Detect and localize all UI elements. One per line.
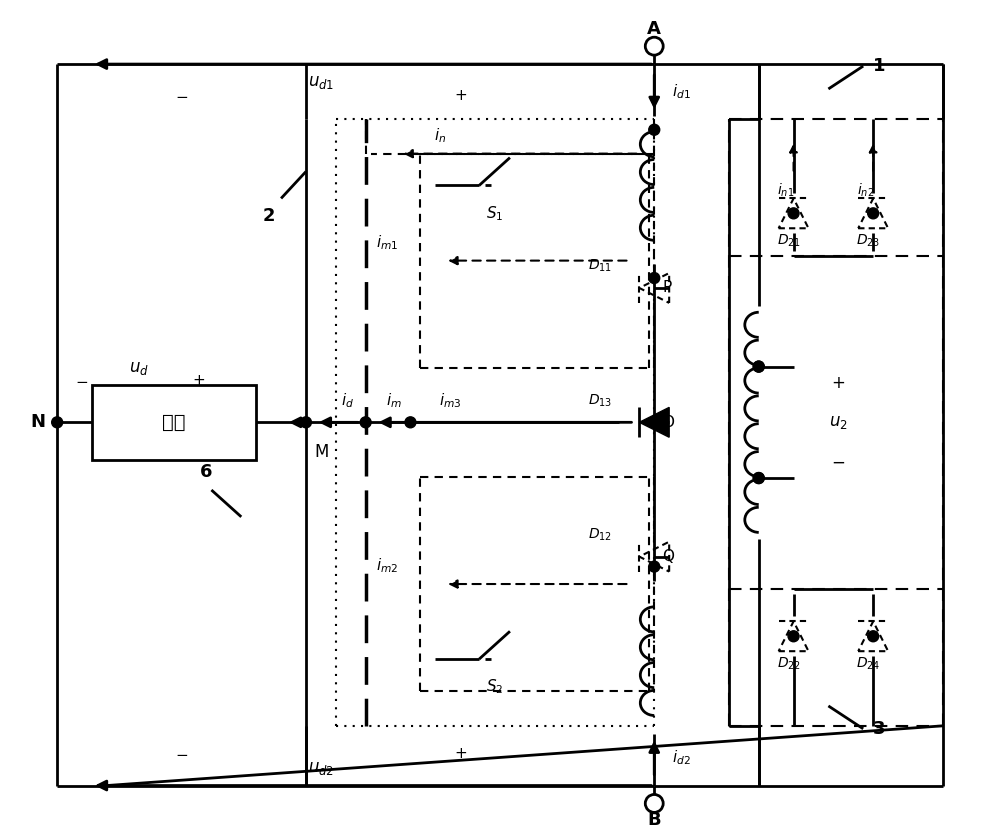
Text: M: M [314, 443, 328, 461]
Text: $-$: $-$ [75, 373, 89, 388]
Text: $u_{d1}$: $u_{d1}$ [308, 73, 334, 91]
Circle shape [52, 416, 63, 428]
Text: $i_{n2}$: $i_{n2}$ [857, 182, 874, 199]
Text: $D_{21}$: $D_{21}$ [777, 233, 801, 249]
Text: $S_1$: $S_1$ [486, 204, 504, 222]
Text: 6: 6 [200, 463, 213, 481]
Text: $+$: $+$ [192, 373, 205, 388]
Circle shape [753, 362, 764, 372]
Text: Q: Q [662, 549, 674, 564]
Text: $i_{d1}$: $i_{d1}$ [672, 82, 691, 102]
Text: $+$: $+$ [454, 88, 467, 103]
Circle shape [868, 208, 879, 219]
Text: $S_2$: $S_2$ [486, 678, 504, 696]
Polygon shape [639, 407, 669, 437]
Circle shape [300, 416, 311, 428]
Circle shape [788, 631, 799, 641]
Bar [92, 385, 256, 460]
Circle shape [753, 472, 764, 483]
Circle shape [649, 124, 660, 135]
Text: $i_{n1}$: $i_{n1}$ [777, 182, 794, 199]
Text: $D_{13}$: $D_{13}$ [588, 392, 612, 409]
Text: $i_m$: $i_m$ [386, 391, 401, 410]
Text: A: A [647, 20, 661, 38]
Text: $-$: $-$ [831, 453, 845, 471]
Text: $+$: $+$ [831, 373, 845, 392]
Circle shape [649, 272, 660, 283]
Text: $i_{m2}$: $i_{m2}$ [376, 556, 398, 576]
Text: $D_{11}$: $D_{11}$ [588, 258, 612, 274]
Text: $i_d$: $i_d$ [341, 391, 354, 410]
Text: $i_{m3}$: $i_{m3}$ [439, 391, 462, 410]
Circle shape [649, 561, 660, 572]
Circle shape [753, 362, 764, 372]
Text: $D_{24}$: $D_{24}$ [856, 656, 880, 672]
Text: $u_{d2}$: $u_{d2}$ [308, 759, 334, 776]
Text: 2: 2 [263, 207, 275, 226]
Text: $-$: $-$ [175, 88, 188, 103]
Circle shape [788, 208, 799, 219]
Circle shape [753, 472, 764, 483]
Text: 3: 3 [873, 720, 886, 738]
Text: $-$: $-$ [175, 746, 188, 761]
Text: $D_{22}$: $D_{22}$ [777, 656, 801, 672]
Circle shape [405, 416, 416, 428]
Text: P: P [662, 281, 671, 296]
Text: N: N [30, 413, 45, 431]
Text: 1: 1 [873, 57, 886, 75]
Text: $i_{m1}$: $i_{m1}$ [376, 233, 398, 252]
Text: $u_2$: $u_2$ [829, 413, 848, 431]
Text: O: O [662, 415, 674, 430]
Circle shape [868, 631, 879, 641]
Text: $D_{23}$: $D_{23}$ [856, 233, 880, 249]
Text: $+$: $+$ [454, 746, 467, 761]
Text: B: B [647, 811, 661, 830]
Text: $u_d$: $u_d$ [129, 358, 149, 377]
Text: 负载: 负载 [162, 413, 186, 431]
Text: $i_{d2}$: $i_{d2}$ [672, 748, 691, 767]
Text: $D_{12}$: $D_{12}$ [588, 526, 612, 543]
Text: $i_n$: $i_n$ [434, 127, 446, 145]
Circle shape [360, 416, 371, 428]
